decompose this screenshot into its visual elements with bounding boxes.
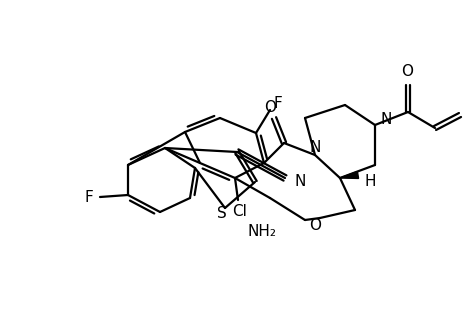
Text: S: S — [217, 206, 227, 222]
Polygon shape — [340, 172, 359, 179]
Text: F: F — [274, 96, 282, 112]
Text: Cl: Cl — [233, 204, 247, 220]
Text: O: O — [401, 64, 413, 80]
Text: N: N — [295, 173, 306, 189]
Text: N: N — [309, 141, 321, 155]
Text: O: O — [309, 217, 321, 233]
Text: N: N — [380, 112, 392, 127]
Text: O: O — [264, 100, 276, 114]
Text: NH₂: NH₂ — [248, 224, 276, 240]
Text: H: H — [365, 174, 376, 190]
Text: F: F — [85, 190, 94, 204]
